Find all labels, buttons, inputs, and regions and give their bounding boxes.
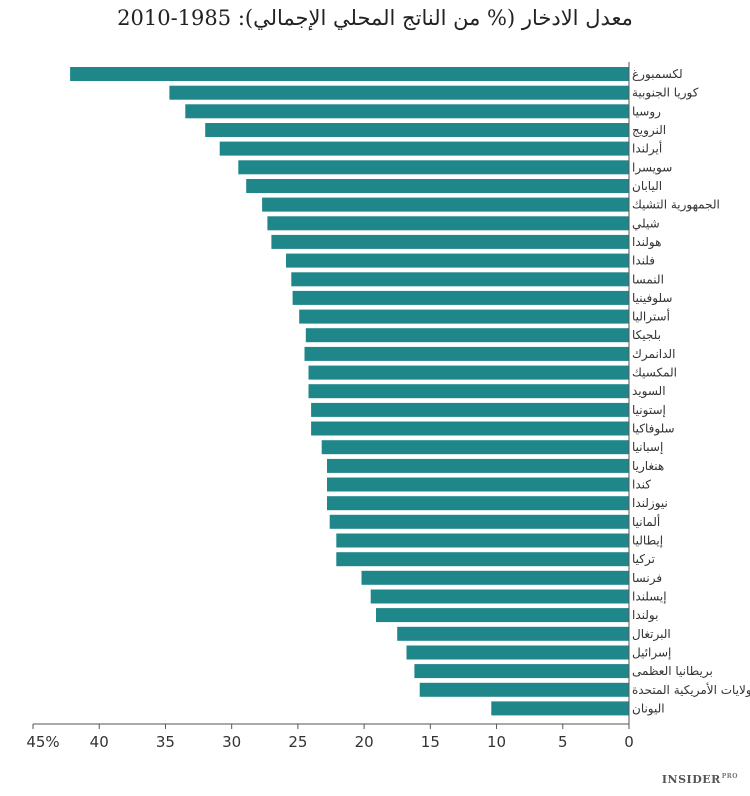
category-label: سويسرا (632, 160, 672, 175)
bar (271, 234, 629, 249)
bar (321, 440, 629, 455)
category-label: إسرائيل (632, 646, 671, 661)
brand-logo: INSIDERPRO (662, 773, 738, 786)
category-label: إيطاليا (632, 534, 663, 548)
bar (311, 421, 629, 436)
category-label: البرتغال (632, 627, 671, 642)
chart-title: معدل الادخار (% من الناتج المحلي الإجمال… (117, 6, 633, 30)
category-label: كندا (632, 478, 651, 492)
category-label: بلجيكا (632, 328, 661, 342)
category-label: تركيا (632, 552, 655, 567)
category-label: إستونيا (632, 403, 666, 418)
bar (246, 179, 629, 193)
category-labels: لكسمبورغ كوريا الجنوبية روسيا النرويج أيرلند… (632, 67, 750, 716)
x-tick-label: 30 (222, 733, 241, 751)
category-label: أستراليا (632, 309, 670, 325)
category-label: بولندا (632, 608, 658, 623)
x-tick-label: 15 (421, 733, 440, 751)
category-label: المكسيك (632, 366, 677, 380)
category-label: لكسمبورغ (632, 67, 683, 82)
bar (336, 533, 629, 548)
category-label: ألمانيا (632, 514, 660, 529)
x-tick-label: 0 (624, 733, 634, 751)
bar (327, 458, 629, 473)
bars-group (70, 67, 630, 716)
bar (308, 384, 629, 399)
category-label: الدانمرك (632, 347, 675, 362)
bar (262, 197, 629, 212)
bar (419, 682, 629, 697)
category-label: روسيا (632, 104, 661, 119)
bar (291, 272, 629, 287)
category-label: فرنسا (632, 571, 662, 586)
category-label: سلوفينيا (632, 291, 672, 306)
category-label: فلندا (632, 254, 655, 268)
category-label: هنغاريا (632, 459, 664, 474)
bar (327, 496, 629, 511)
bar (406, 645, 629, 660)
bar (304, 346, 629, 361)
category-label: إسبانيا (632, 440, 663, 454)
bar (376, 608, 629, 623)
category-label: اليونان (632, 701, 665, 716)
x-tick-label: 40 (90, 733, 109, 751)
category-label: السويد (632, 384, 666, 399)
category-label: اليابان (632, 179, 662, 193)
bar (370, 589, 629, 604)
bar (491, 701, 629, 716)
x-tick-label: 45% (26, 733, 59, 751)
category-label: نيوزلندا (632, 496, 668, 511)
bar (70, 67, 630, 81)
bar (205, 123, 629, 137)
bar (329, 514, 629, 529)
bar (361, 570, 629, 585)
category-label: شيلي (632, 216, 660, 230)
bar (292, 290, 629, 305)
category-label: الجمهورية التشيك (632, 198, 720, 213)
bar (327, 477, 629, 492)
bar (311, 402, 629, 417)
bar (299, 309, 629, 324)
category-label: كوريا الجنوبية (632, 86, 699, 101)
x-axis-ticks: 0 5 10 15 20 25 30 35 40 45% (26, 724, 634, 751)
category-label: أيرلندا (632, 141, 662, 157)
x-tick-label: 5 (558, 733, 568, 751)
bar (219, 141, 629, 156)
bar (185, 104, 630, 119)
x-tick-label: 10 (487, 733, 506, 751)
category-label: النرويج (632, 123, 666, 138)
bar (267, 216, 629, 231)
category-label: بريطانيا العظمى (632, 664, 713, 679)
category-label: الولايات الأمريكية المتحدة (632, 682, 750, 698)
brand-name: INSIDER (661, 773, 721, 786)
category-label: هولندا (632, 235, 661, 250)
category-label: إيسلندا (632, 590, 667, 604)
bar (169, 85, 629, 100)
category-label: النمسا (632, 272, 664, 286)
x-tick-label: 25 (288, 733, 307, 751)
bar (414, 664, 629, 679)
bar (238, 160, 630, 175)
bar (397, 626, 629, 641)
x-tick-label: 35 (156, 733, 175, 751)
category-label: سلوفاكيا (632, 422, 675, 437)
brand-sup: PRO (721, 773, 738, 781)
bar (305, 328, 629, 343)
x-tick-label: 20 (355, 733, 374, 751)
bar (286, 253, 629, 268)
bar (336, 552, 629, 567)
bar (308, 365, 629, 380)
